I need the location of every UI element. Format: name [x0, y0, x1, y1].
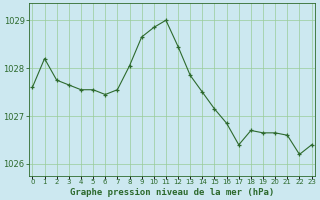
- X-axis label: Graphe pression niveau de la mer (hPa): Graphe pression niveau de la mer (hPa): [70, 188, 274, 197]
